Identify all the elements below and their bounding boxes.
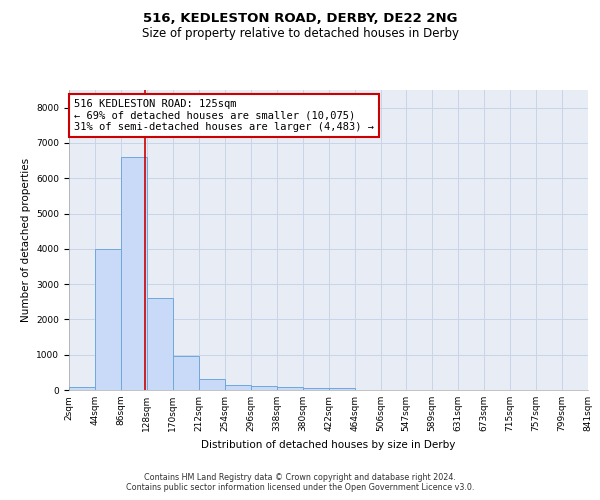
Bar (277, 388, 303, 390)
Bar (69, 387, 95, 390)
Bar (329, 388, 355, 390)
Bar (251, 386, 277, 390)
Bar (225, 386, 251, 390)
Text: 516 KEDLESTON ROAD: 125sqm
← 69% of detached houses are smaller (10,075)
31% of : 516 KEDLESTON ROAD: 125sqm ← 69% of deta… (74, 99, 374, 132)
Text: Contains HM Land Registry data © Crown copyright and database right 2024.
Contai: Contains HM Land Registry data © Crown c… (126, 473, 474, 492)
Bar (95, 249, 121, 390)
Text: 516, KEDLESTON ROAD, DERBY, DE22 2NG: 516, KEDLESTON ROAD, DERBY, DE22 2NG (143, 12, 457, 26)
Y-axis label: Number of detached properties: Number of detached properties (21, 158, 31, 322)
Bar (121, 157, 147, 390)
Bar (199, 378, 225, 390)
Bar (147, 298, 173, 390)
Bar (173, 356, 199, 390)
X-axis label: Distribution of detached houses by size in Derby: Distribution of detached houses by size … (202, 440, 455, 450)
Text: Size of property relative to detached houses in Derby: Size of property relative to detached ho… (142, 28, 458, 40)
Bar (303, 388, 329, 390)
